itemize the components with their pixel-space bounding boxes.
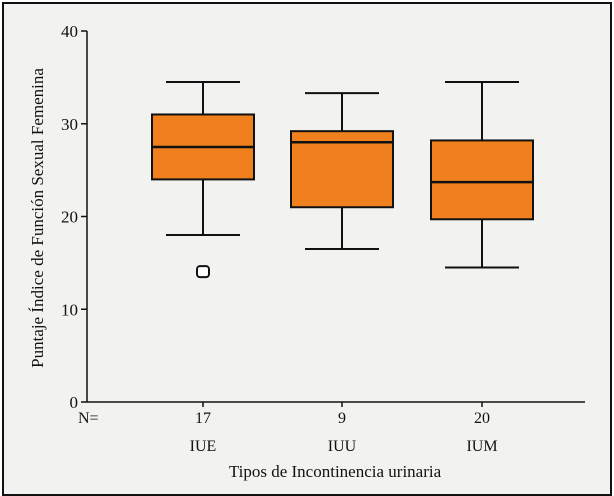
y-tick-label: 10 xyxy=(61,300,78,319)
boxes xyxy=(151,81,534,279)
y-axis-title: Puntaje Índice de Función Sexual Femenin… xyxy=(28,68,47,368)
n-value-label: 20 xyxy=(474,410,490,427)
y-tick-label: 20 xyxy=(61,208,78,227)
y-ticks: 0 10 20 30 40 xyxy=(61,22,87,412)
outlier-point xyxy=(196,265,210,279)
iqr-box xyxy=(430,139,534,221)
box-ium xyxy=(430,81,534,269)
n-value-label: 17 xyxy=(195,410,211,427)
n-label: N= xyxy=(78,410,99,427)
iqr-box xyxy=(290,130,394,209)
category-label: IUE xyxy=(190,438,217,455)
x-axis-title: Tipos de Incontinencia urinaria xyxy=(229,462,442,481)
n-value-label: 9 xyxy=(338,410,346,427)
x-labels: 17 IUE 9 IUU 20 IUM xyxy=(190,402,498,455)
y-tick-label: 40 xyxy=(61,22,78,41)
category-label: IUU xyxy=(328,438,357,455)
box-iue xyxy=(151,81,255,279)
box-iuu xyxy=(290,92,394,250)
y-tick-label: 0 xyxy=(70,393,79,412)
category-label: IUM xyxy=(466,438,497,455)
y-tick-label: 30 xyxy=(61,115,78,134)
